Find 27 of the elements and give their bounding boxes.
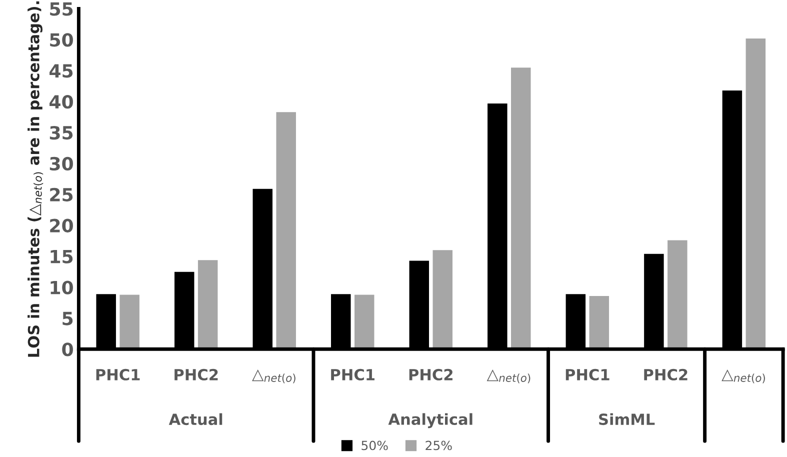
y-tick-label: 15 <box>50 250 73 264</box>
x-tick-label: PHC1 <box>331 368 374 380</box>
x-tick-label: PHC2 <box>174 368 218 380</box>
y-tick-label: 55 <box>50 2 73 16</box>
y-tick-label: 50 <box>50 33 73 47</box>
y-tick-label: 0 <box>62 342 73 356</box>
legend-label: 25% <box>426 440 452 450</box>
y-tick-label: 5 <box>62 312 73 326</box>
text: Actual <box>168 413 222 426</box>
y-tick-label: 10 <box>50 280 73 294</box>
x-tick-label: PHC2 <box>644 368 688 380</box>
y-tick-label: 25 <box>50 188 73 202</box>
x-tick-label: △$_{net(o)}$ <box>722 369 765 384</box>
y-tick-label: 35 <box>50 126 73 140</box>
x-tick-label: PHC1 <box>566 368 610 380</box>
legend-label: 50% <box>362 440 388 450</box>
y-tick-label: 45 <box>50 64 73 78</box>
x-tick-label: PHC2 <box>409 368 452 380</box>
y-tick-label: 40 <box>50 94 73 109</box>
text: SimML <box>599 413 655 426</box>
x-tick-label: △$_{net(o)}$ <box>252 369 296 384</box>
text: Analytical <box>388 413 472 428</box>
x-tick-label: PHC1 <box>96 368 140 380</box>
y-axis-title: LOS in minutes (△$_{net(o)}$ are in percentage). <box>28 1 44 357</box>
y-tick-label: 20 <box>50 218 73 232</box>
x-tick-label: △$_{net(o)}$ <box>486 369 530 384</box>
y-tick-label: 30 <box>50 156 73 171</box>
